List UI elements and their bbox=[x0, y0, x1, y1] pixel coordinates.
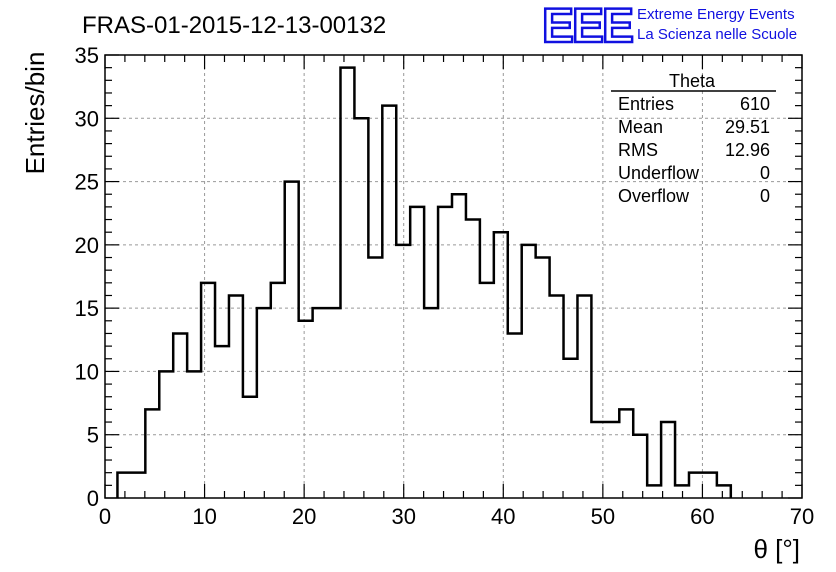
histogram-outline bbox=[116, 66, 733, 498]
y-tick-label: 15 bbox=[75, 296, 99, 321]
y-tick-label: 0 bbox=[87, 486, 99, 511]
plot-frame bbox=[104, 54, 803, 499]
y-tick-label: 35 bbox=[75, 43, 99, 68]
stats-value-overflow: 0 bbox=[760, 186, 770, 206]
axis-ticks bbox=[104, 54, 803, 499]
x-tick-label: 0 bbox=[99, 504, 111, 529]
x-axis-label: θ [°] bbox=[753, 534, 800, 564]
stats-label-overflow: Overflow bbox=[618, 186, 690, 206]
stats-label-underflow: Underflow bbox=[618, 163, 700, 183]
stats-value-underflow: 0 bbox=[760, 163, 770, 183]
x-tick-label: 60 bbox=[690, 504, 714, 529]
eee-logo: EEE Extreme Energy Events La Scienza nel… bbox=[541, 0, 797, 54]
x-tick-labels: 0 10 20 30 40 50 60 70 bbox=[99, 504, 814, 529]
x-tick-label: 20 bbox=[292, 504, 316, 529]
logo-line-2: La Scienza nelle Scuole bbox=[637, 26, 797, 43]
stats-label-mean: Mean bbox=[618, 117, 663, 137]
x-tick-label: 10 bbox=[192, 504, 216, 529]
chart-title: FRAS-01-2015-12-13-00132 bbox=[82, 12, 386, 39]
y-axis-label: Entries/bin bbox=[20, 52, 50, 175]
logo-line-1: Extreme Energy Events bbox=[637, 6, 795, 23]
stats-label-entries: Entries bbox=[618, 94, 674, 114]
grid-lines bbox=[105, 55, 802, 498]
stats-box: Theta Entries 610 Mean 29.51 RMS 12.96 U… bbox=[611, 71, 776, 206]
x-tick-label: 50 bbox=[591, 504, 615, 529]
y-tick-label: 25 bbox=[75, 170, 99, 195]
stats-value-entries: 610 bbox=[740, 94, 770, 114]
y-tick-label: 30 bbox=[75, 106, 99, 131]
y-tick-label: 20 bbox=[75, 233, 99, 258]
stats-label-rms: RMS bbox=[618, 140, 658, 160]
x-tick-label: 40 bbox=[491, 504, 515, 529]
y-tick-label: 10 bbox=[75, 359, 99, 384]
stats-title: Theta bbox=[669, 71, 716, 91]
stats-value-mean: 29.51 bbox=[725, 117, 770, 137]
x-tick-label: 30 bbox=[391, 504, 415, 529]
eee-logo-mark: EEE bbox=[542, 0, 633, 53]
y-tick-label: 5 bbox=[87, 423, 99, 448]
y-tick-labels: 0 5 10 15 20 25 30 35 bbox=[75, 43, 99, 511]
stats-value-rms: 12.96 bbox=[725, 140, 770, 160]
x-tick-label: 70 bbox=[790, 504, 814, 529]
